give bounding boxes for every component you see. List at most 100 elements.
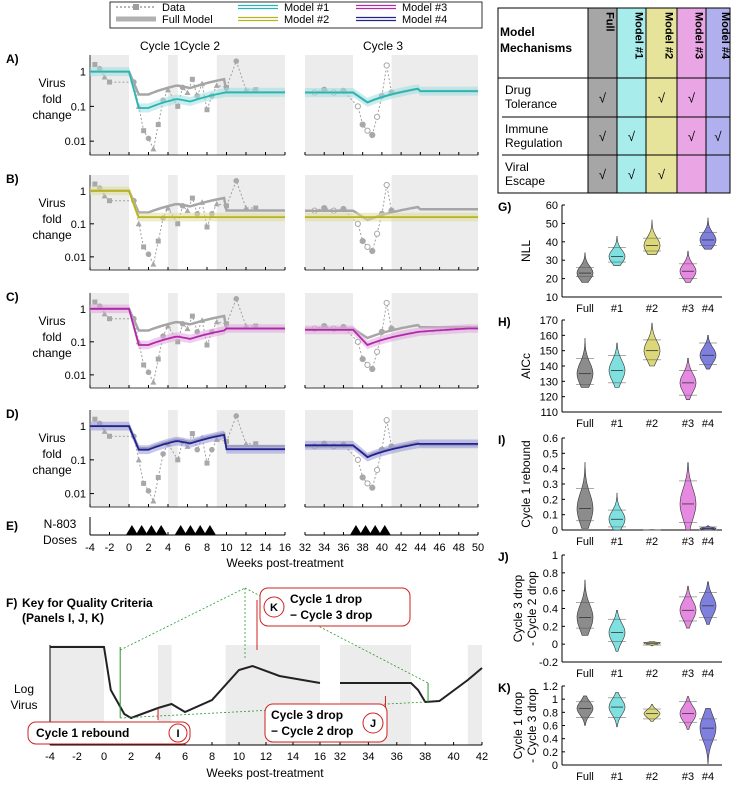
x-tick-label: -4 [85,542,95,554]
guide-line [120,587,246,651]
x-tick-label: 12 [260,751,272,763]
violin [679,250,697,283]
x-tick-label: #1 [611,668,623,680]
offtreatment-shade [305,175,354,270]
data-marker [233,178,240,184]
x-tick-label: 4 [165,542,171,554]
y-tick-label: 0.1 [71,337,86,349]
panel-letter: E) [6,519,18,533]
y-tick-label: 0.8 [543,568,558,580]
model-line [90,70,285,109]
offtreatment-shade [168,55,178,155]
data-marker [150,145,157,152]
y-tick-label: 1 [80,186,86,198]
x-tick-label: 38 [357,542,369,554]
cycle-label: Cycle 3 [363,39,403,53]
doses-label: Doses [43,533,77,547]
offtreatment-shade [216,175,285,270]
callout-badge-label: J [370,718,376,730]
dose-marker [174,525,187,535]
data-marker [364,243,371,251]
x-tick-label: #4 [702,771,714,783]
callout-text: Cycle 1 drop [290,592,362,606]
table-mark: √ [714,129,722,144]
x-tick-label: #2 [646,418,658,430]
model-line [90,425,285,451]
violin [679,357,697,401]
model-line [305,87,478,104]
offtreatment-shade [391,410,478,507]
offtreatment-shade [168,410,178,507]
data-marker [101,428,108,434]
table-row-label: Escape [505,174,545,188]
dose-marker [125,525,138,535]
data-line [314,420,392,489]
data-marker [155,122,161,128]
data-marker [184,325,191,332]
y-label: change [32,346,72,360]
y-label: fold [42,447,61,461]
violin [699,334,717,370]
x-tick-label: 6 [184,542,190,554]
data-marker [369,365,376,373]
x-tick-label: 6 [182,751,188,763]
data-line [314,65,392,136]
x-tick-label: #3 [682,303,694,315]
x-tick-label: #1 [611,536,623,548]
y-tick-label: 160 [540,330,558,342]
offtreatment-shade [216,293,285,388]
data-marker [383,62,390,69]
legend-label: Model #1 [284,2,329,14]
panel-letter: D) [6,407,19,421]
data-marker [175,221,181,227]
data-marker [354,220,361,227]
y-tick-label: 1.2 [543,681,558,693]
offtreatment-shade [391,293,478,388]
schematic-curve [50,646,321,720]
schematic-title: Key for Quality Criteria [22,596,153,610]
data-marker [165,205,171,211]
table-mark: √ [599,91,607,106]
offtreatment-shade [305,293,354,388]
x-tick-label: 34 [318,542,330,554]
y-tick-label: 0 [552,760,558,772]
legend-marker [133,4,139,10]
callout-box [27,721,191,745]
y-tick-label: 1 [80,304,86,316]
x-tick-label: Full [576,418,594,430]
data-marker [141,362,147,368]
data-marker [175,103,181,109]
panel-letter: K) [498,681,511,695]
y-tick-label: 0.01 [65,489,86,501]
virus-panel: 1 0.1 0.01 A) Virus fold change [6,52,479,156]
violin [608,236,626,267]
data-marker [155,356,161,362]
table-column-fill [588,8,617,193]
table-row-label: Drug [505,83,531,97]
data-marker [204,460,210,466]
y-label: fold [42,330,61,344]
data-marker [369,247,376,255]
violin [643,322,661,367]
dose-marker [349,525,362,535]
violin [679,585,697,629]
y-tick-label: 130 [540,376,558,388]
data-marker [233,296,240,302]
y-tick-label: 0.01 [65,370,86,382]
y-tick-label: 0.6 [543,586,558,598]
dose-marker [203,525,216,535]
x-tick-label: Full [576,668,594,680]
violin [608,492,626,531]
table-column-header: Full [604,12,616,32]
violin [679,696,697,730]
x-tick-label: 14 [287,751,299,763]
table-header: Mechanisms [500,41,572,55]
data-marker [184,207,191,214]
violin [576,695,594,726]
x-tick-label: 46 [433,542,445,554]
y-label: Virus [38,196,65,210]
model-line [305,442,478,459]
x-tick-label: 50 [472,542,484,554]
